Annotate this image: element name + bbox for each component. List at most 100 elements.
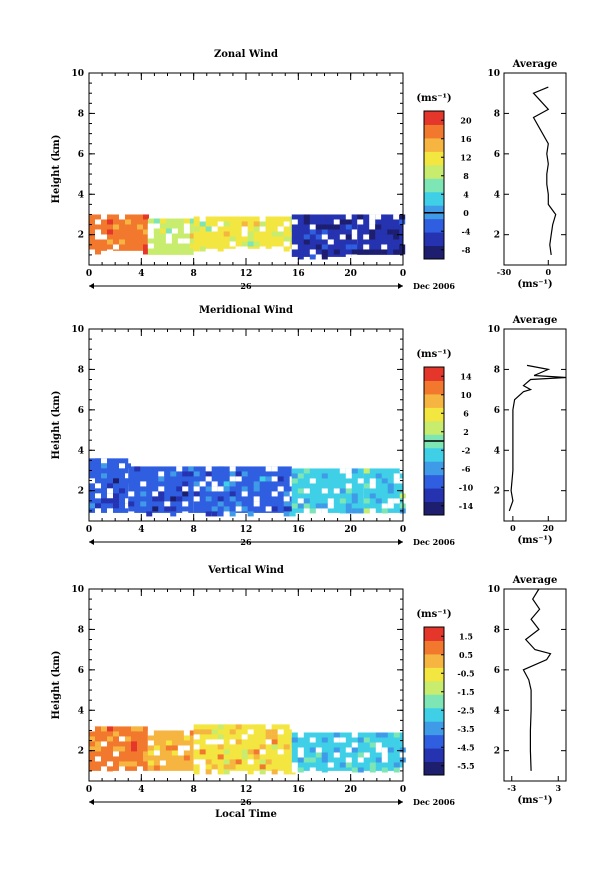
y-tick-label: 10 bbox=[71, 325, 84, 335]
data-gap bbox=[277, 226, 284, 232]
data-cell bbox=[321, 503, 328, 509]
data-gap bbox=[158, 486, 165, 492]
colorbar-segment bbox=[424, 474, 444, 489]
data-gap bbox=[107, 761, 113, 767]
data-gap bbox=[321, 234, 328, 240]
data-gap bbox=[153, 750, 160, 756]
data-gap bbox=[193, 734, 200, 740]
date-bar-start-arrow bbox=[89, 283, 94, 289]
data-gap bbox=[159, 760, 166, 766]
data-cell bbox=[271, 744, 278, 750]
colorbar-segment bbox=[424, 245, 444, 260]
data-cell bbox=[381, 508, 388, 514]
profile-x-tick-label: 0 bbox=[545, 267, 551, 277]
profile-y-tick-label: 2 bbox=[494, 487, 500, 497]
data-cell bbox=[277, 476, 284, 482]
data-cell bbox=[107, 736, 113, 742]
data-cell bbox=[381, 488, 388, 494]
data-cell bbox=[297, 767, 304, 773]
data-cell bbox=[217, 769, 224, 775]
data-cell bbox=[265, 476, 272, 482]
data-cell bbox=[183, 218, 190, 224]
profile-x-label: (ms⁻¹) bbox=[517, 795, 552, 806]
data-cell bbox=[119, 244, 125, 250]
data-cell bbox=[327, 229, 334, 235]
data-cell bbox=[357, 752, 364, 758]
data-cell bbox=[223, 231, 230, 237]
data-cell bbox=[188, 471, 195, 477]
data-cell bbox=[143, 249, 149, 255]
data-cell bbox=[363, 498, 370, 504]
data-cell bbox=[315, 732, 322, 738]
data-cell bbox=[351, 498, 358, 504]
data-gap bbox=[217, 221, 224, 227]
data-cell bbox=[363, 757, 370, 763]
data-cell bbox=[125, 478, 131, 484]
colorbar-tick-label: -4.5 bbox=[457, 742, 474, 752]
profile-frame bbox=[503, 588, 567, 782]
data-gap bbox=[345, 757, 352, 763]
data-gap bbox=[101, 214, 107, 220]
data-cell bbox=[189, 233, 196, 239]
data-cell bbox=[291, 742, 298, 748]
data-cell bbox=[253, 241, 260, 247]
data-cell bbox=[271, 231, 278, 237]
data-cell bbox=[375, 498, 382, 504]
data-cell bbox=[205, 511, 212, 517]
data-cell bbox=[381, 214, 388, 220]
data-cell bbox=[271, 506, 278, 512]
data-gap bbox=[309, 478, 316, 484]
data-cell bbox=[143, 229, 149, 235]
data-gap bbox=[199, 769, 206, 775]
data-cell bbox=[345, 234, 352, 240]
data-cell bbox=[170, 506, 177, 512]
colorbar-segment bbox=[424, 734, 444, 749]
data-cell bbox=[89, 736, 95, 742]
data-gap bbox=[333, 737, 340, 743]
data-gap bbox=[339, 468, 346, 474]
data-gap bbox=[147, 740, 154, 746]
data-gap bbox=[259, 216, 266, 222]
data-cell bbox=[309, 762, 316, 768]
data-gap bbox=[125, 473, 131, 479]
data-gap bbox=[345, 254, 352, 260]
data-cell bbox=[131, 224, 137, 230]
data-gap bbox=[182, 511, 189, 517]
data-cell bbox=[375, 249, 382, 255]
data-cell bbox=[369, 767, 376, 773]
data-cell bbox=[351, 244, 358, 250]
data-cell bbox=[89, 229, 95, 235]
x-tick-label: 0 bbox=[400, 269, 406, 279]
data-cell bbox=[381, 767, 388, 773]
data-cell bbox=[291, 473, 298, 479]
colorbar-segment bbox=[424, 380, 444, 395]
data-gap bbox=[327, 239, 334, 245]
data-gap bbox=[259, 226, 266, 232]
data-cell bbox=[164, 506, 171, 512]
data-gap bbox=[393, 473, 400, 479]
data-cell bbox=[235, 759, 242, 765]
data-gap bbox=[229, 241, 236, 247]
colorbar-tick-label: 14 bbox=[460, 371, 472, 381]
data-cell bbox=[205, 769, 212, 775]
data-cell bbox=[235, 754, 242, 760]
data-cell bbox=[153, 218, 160, 224]
data-gap bbox=[381, 244, 388, 250]
data-gap bbox=[147, 730, 154, 736]
data-cell bbox=[223, 486, 230, 492]
data-cell bbox=[375, 224, 382, 230]
data-cell bbox=[235, 724, 242, 730]
data-cell bbox=[357, 767, 364, 773]
data-gap bbox=[211, 486, 218, 492]
data-cell bbox=[125, 736, 131, 742]
profile-x-tick-label: 0 bbox=[510, 523, 516, 533]
data-cell bbox=[189, 243, 196, 249]
data-cell bbox=[265, 759, 272, 765]
y-tick-label: 10 bbox=[71, 69, 84, 79]
data-cell bbox=[339, 488, 346, 494]
data-gap bbox=[125, 498, 131, 504]
data-cell bbox=[223, 769, 230, 775]
data-cell bbox=[253, 226, 260, 232]
colorbar-segment bbox=[424, 694, 444, 709]
colorbar-segment bbox=[424, 653, 444, 668]
